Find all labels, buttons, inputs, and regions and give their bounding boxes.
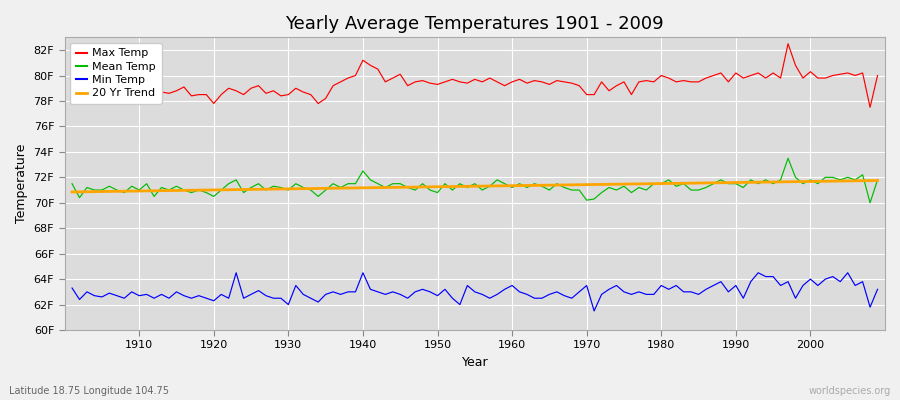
Text: Latitude 18.75 Longitude 104.75: Latitude 18.75 Longitude 104.75 bbox=[9, 386, 169, 396]
Y-axis label: Temperature: Temperature bbox=[15, 144, 28, 223]
Legend: Max Temp, Mean Temp, Min Temp, 20 Yr Trend: Max Temp, Mean Temp, Min Temp, 20 Yr Tre… bbox=[70, 43, 162, 104]
X-axis label: Year: Year bbox=[462, 356, 488, 369]
Title: Yearly Average Temperatures 1901 - 2009: Yearly Average Temperatures 1901 - 2009 bbox=[285, 15, 664, 33]
Text: worldspecies.org: worldspecies.org bbox=[809, 386, 891, 396]
